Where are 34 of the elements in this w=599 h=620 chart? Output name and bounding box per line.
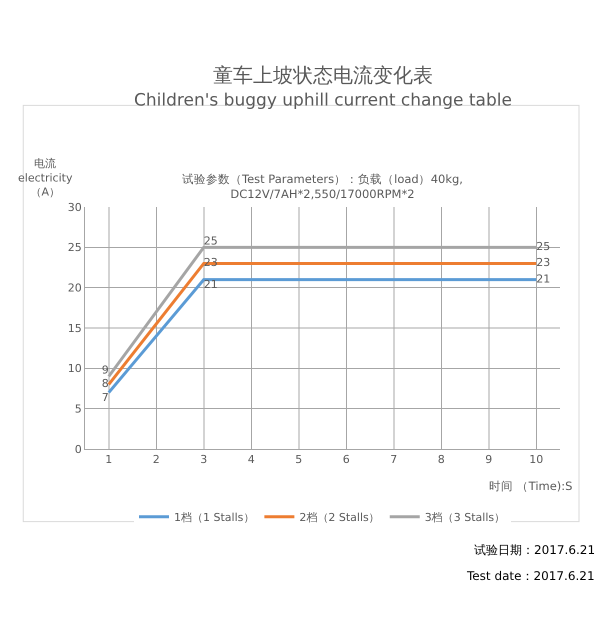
x-tick-label: 1: [105, 453, 112, 466]
chart-title: 童车上坡状态电流变化表 Children's buggy uphill current change table: [134, 63, 512, 110]
data-label: 7: [102, 390, 109, 404]
data-label: 25: [204, 234, 218, 248]
x-tick-label: 4: [248, 453, 255, 466]
y-tick-label: 15: [68, 322, 82, 335]
data-label: 21: [204, 278, 218, 291]
text: 试验日期：2017.6.21: [474, 543, 596, 557]
data-label: 8: [102, 377, 109, 390]
legend-label: 1档（1 Stalls）: [174, 511, 254, 524]
y-tick-label: 20: [68, 282, 82, 295]
y-axis-title: 电流 electricity （A）: [18, 157, 73, 199]
y-tick-label: 25: [68, 241, 82, 254]
legend-label: 2档（2 Stalls）: [299, 511, 380, 524]
data-label: 21: [536, 272, 550, 286]
data-label: 9: [102, 364, 109, 377]
text: Test date：2017.6.21: [466, 569, 595, 583]
y-tick-label: 30: [68, 200, 82, 214]
x-axis-title: 时间 （Time):S: [489, 479, 572, 493]
chart-subtitle: 试验参数（Test Parameters）：负载（load）40kg, DC12V/7AH*2,550/17000RPM*2: [182, 172, 463, 201]
legend-label: 3档（3 Stalls）: [424, 511, 506, 524]
x-tick-label: 3: [200, 453, 208, 466]
x-tick-label: 9: [485, 453, 492, 466]
data-label: 25: [536, 240, 550, 254]
x-tick-label: 2: [152, 453, 160, 466]
data-label: 23: [536, 256, 550, 270]
x-tick-label: 10: [529, 453, 544, 466]
x-tick-label: 6: [342, 453, 350, 466]
x-tick-label: 5: [295, 453, 302, 466]
x-tick-label: 7: [390, 453, 398, 466]
y-tick-label: 0: [74, 442, 82, 456]
y-tick-label: 5: [74, 402, 82, 416]
y-tick-label: 10: [68, 362, 82, 376]
x-tick-label: 8: [438, 453, 445, 466]
